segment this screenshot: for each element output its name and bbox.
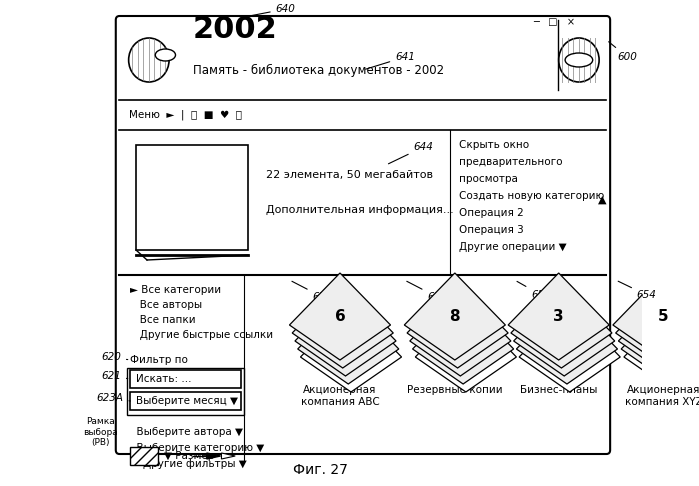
Text: Резервные копии: Резервные копии: [407, 385, 503, 395]
Text: Операция 2: Операция 2: [459, 208, 524, 218]
Text: Фильтр по: Фильтр по: [131, 355, 188, 365]
Text: Другие быстрые ссылки: Другие быстрые ссылки: [131, 330, 273, 340]
FancyBboxPatch shape: [116, 16, 610, 454]
Text: Рамка
выбора
(РВ): Рамка выбора (РВ): [82, 417, 117, 447]
Polygon shape: [407, 281, 508, 368]
Polygon shape: [412, 297, 514, 384]
Polygon shape: [619, 289, 699, 376]
Text: ─   □   ×: ─ □ ×: [533, 17, 575, 27]
Text: Операция 3: Операция 3: [459, 225, 524, 235]
Text: 2002: 2002: [193, 16, 278, 45]
Text: Выберите месяц ▼: Выберите месяц ▼: [136, 396, 238, 406]
Text: 653: 653: [517, 281, 551, 300]
FancyBboxPatch shape: [131, 370, 240, 388]
Text: 620: 620: [101, 352, 128, 362]
Text: 623A: 623A: [96, 393, 131, 403]
Text: просмотра: просмотра: [459, 174, 519, 184]
Polygon shape: [508, 273, 610, 360]
Text: Выберите автора ▼: Выберите автора ▼: [131, 427, 243, 437]
Polygon shape: [519, 305, 620, 392]
Text: 651: 651: [292, 281, 332, 302]
FancyBboxPatch shape: [131, 392, 240, 410]
Ellipse shape: [565, 53, 593, 67]
Text: Другие операции ▼: Другие операции ▼: [459, 242, 567, 252]
Text: ▼ Размер: ▼ Размер: [164, 451, 214, 461]
Text: предварительного: предварительного: [459, 157, 563, 167]
Text: 5: 5: [658, 309, 669, 324]
Polygon shape: [207, 453, 220, 459]
Text: Меню  ►  |  🔒  ■  ♥  🌐: Меню ► | 🔒 ■ ♥ 🌐: [129, 110, 242, 120]
Text: Акционерная
компания XYZ: Акционерная компания XYZ: [625, 385, 699, 407]
Text: 621: 621: [101, 371, 128, 381]
Polygon shape: [616, 281, 699, 368]
Polygon shape: [410, 289, 511, 376]
Polygon shape: [301, 305, 401, 392]
Text: Все папки: Все папки: [131, 315, 196, 325]
Polygon shape: [514, 289, 614, 376]
Polygon shape: [289, 273, 391, 360]
FancyBboxPatch shape: [120, 20, 607, 100]
Text: Фиг. 27: Фиг. 27: [294, 463, 348, 477]
FancyBboxPatch shape: [131, 447, 158, 465]
Text: 22 элемента, 50 мегабайтов: 22 элемента, 50 мегабайтов: [266, 170, 433, 180]
Text: 644: 644: [389, 142, 433, 164]
Text: Память - библиотека документов - 2002: Память - библиотека документов - 2002: [193, 64, 444, 77]
Circle shape: [129, 38, 169, 82]
Text: 641: 641: [366, 52, 415, 69]
Polygon shape: [511, 281, 612, 368]
Text: Создать новую категорию: Создать новую категорию: [459, 191, 605, 201]
Text: Другие фильтры ▼: Другие фильтры ▼: [131, 459, 247, 469]
Text: Скрыть окно: Скрыть окно: [459, 140, 530, 150]
Text: 640: 640: [242, 4, 296, 17]
Text: 652: 652: [407, 281, 447, 302]
Ellipse shape: [155, 49, 175, 61]
Text: Выберите категорию ▼: Выберите категорию ▼: [131, 443, 265, 453]
Text: ► Все категории: ► Все категории: [131, 285, 222, 295]
Polygon shape: [136, 145, 248, 250]
Polygon shape: [415, 305, 517, 392]
Polygon shape: [404, 273, 505, 360]
Text: Акционерная
компания ABC: Акционерная компания ABC: [301, 385, 380, 407]
Text: Дополнительная информация...: Дополнительная информация...: [266, 205, 454, 215]
Polygon shape: [295, 289, 396, 376]
Polygon shape: [298, 297, 399, 384]
Text: Бизнес-планы: Бизнес-планы: [520, 385, 598, 395]
Text: Все авторы: Все авторы: [131, 300, 203, 310]
Text: 6: 6: [335, 309, 345, 324]
Polygon shape: [292, 281, 394, 368]
Polygon shape: [613, 273, 699, 360]
Polygon shape: [517, 297, 617, 384]
Polygon shape: [222, 453, 236, 459]
Polygon shape: [621, 297, 699, 384]
Text: Искать: ...: Искать: ...: [136, 374, 192, 384]
Text: 654: 654: [618, 281, 656, 300]
Text: ▲: ▲: [598, 195, 606, 205]
Text: 3: 3: [554, 309, 564, 324]
Circle shape: [559, 38, 599, 82]
Text: 600: 600: [609, 42, 637, 62]
Text: 8: 8: [449, 309, 460, 324]
Polygon shape: [624, 305, 699, 392]
